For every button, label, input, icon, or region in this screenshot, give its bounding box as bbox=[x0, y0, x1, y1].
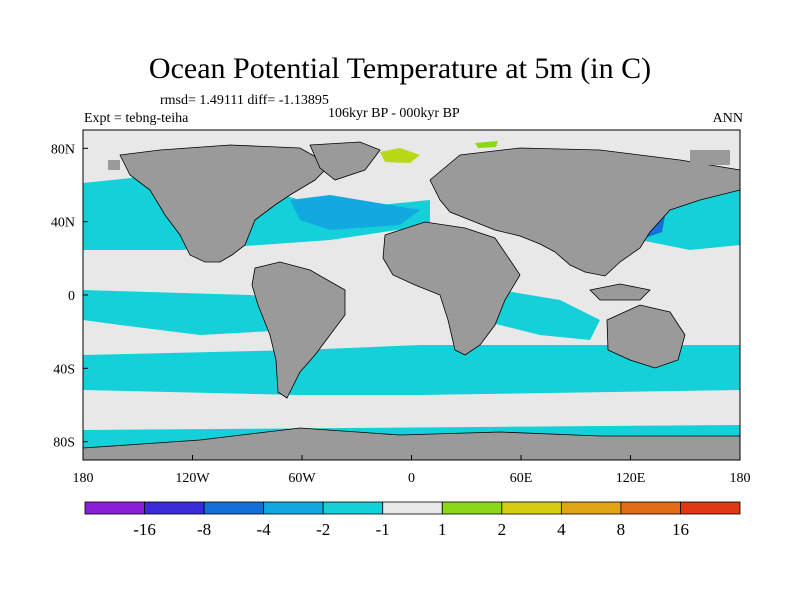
experiment-label: Expt = tebng-teiha bbox=[84, 111, 189, 126]
colorbar-label: 4 bbox=[557, 520, 566, 539]
y-tick-label: 80N bbox=[51, 142, 75, 157]
colorbar-label: 2 bbox=[498, 520, 507, 539]
x-tick-label: 180 bbox=[730, 471, 751, 486]
anomaly-patch-barents-sea bbox=[475, 141, 498, 148]
ice-patch-east bbox=[690, 150, 730, 165]
anomaly-band-gulfstream bbox=[290, 195, 420, 230]
map-layer bbox=[82, 130, 741, 461]
y-tick-label: 80S bbox=[53, 436, 75, 451]
colorbar-label: -1 bbox=[376, 520, 390, 539]
period-label: 106kyr BP - 000kyr BP bbox=[328, 106, 460, 121]
land-north-america bbox=[119, 144, 331, 263]
x-tick-label: 0 bbox=[408, 471, 415, 486]
anomaly-band-eq-pacific bbox=[83, 290, 300, 335]
x-tick-label: 60W bbox=[288, 471, 316, 486]
anomaly-patch-norwegian-sea bbox=[380, 148, 420, 163]
colorbar: -16 -8 -4 -2 -1 1 2 4 8 16 bbox=[84, 501, 741, 539]
colorbar-label: -8 bbox=[197, 520, 211, 539]
land-indonesia bbox=[589, 283, 651, 301]
colorbar-swatch bbox=[620, 501, 681, 515]
land-africa bbox=[382, 221, 521, 356]
colorbar-swatch bbox=[680, 501, 741, 515]
colorbar-swatch bbox=[203, 501, 265, 515]
colorbar-label: -16 bbox=[133, 520, 156, 539]
colorbar-label: -4 bbox=[257, 520, 272, 539]
x-tick-label: 180 bbox=[73, 471, 94, 486]
sea-ice-north bbox=[108, 150, 730, 170]
colorbar-label: 16 bbox=[672, 520, 689, 539]
colorbar-swatch bbox=[322, 501, 384, 515]
land-greenland bbox=[309, 141, 381, 181]
colorbar-swatch bbox=[501, 501, 562, 515]
x-tick-label: 60E bbox=[510, 471, 533, 486]
colorbar-label: -2 bbox=[316, 520, 330, 539]
x-tick-label: 120W bbox=[175, 471, 210, 486]
stats-label: rmsd= 1.49111 diff= -1.13895 bbox=[160, 93, 329, 108]
season-label: ANN bbox=[712, 111, 743, 126]
y-tick-label: 0 bbox=[68, 289, 75, 304]
ice-patch-west bbox=[108, 160, 120, 170]
colorbar-swatch bbox=[263, 501, 324, 515]
y-tick-label: 40S bbox=[53, 362, 75, 377]
axes: 180 120W 60W 0 60E 120E 180 80N 40N 0 40S 80S bbox=[51, 142, 751, 486]
colorbar-label: 8 bbox=[617, 520, 626, 539]
colorbar-swatch bbox=[144, 501, 205, 515]
x-tick-label: 120E bbox=[616, 471, 646, 486]
colorbar-swatch bbox=[382, 501, 443, 515]
anomaly-band-southern bbox=[83, 345, 740, 395]
land-south-america bbox=[251, 261, 346, 399]
colorbar-swatch bbox=[560, 501, 622, 515]
colorbar-swatch bbox=[441, 501, 503, 515]
land-eurasia bbox=[429, 147, 741, 277]
colorbar-swatch bbox=[84, 501, 145, 515]
y-tick-label: 40N bbox=[51, 216, 75, 231]
land-australia bbox=[606, 304, 686, 369]
colorbar-label: 1 bbox=[438, 520, 447, 539]
chart-title: Ocean Potential Temperature at 5m (in C) bbox=[148, 52, 652, 85]
